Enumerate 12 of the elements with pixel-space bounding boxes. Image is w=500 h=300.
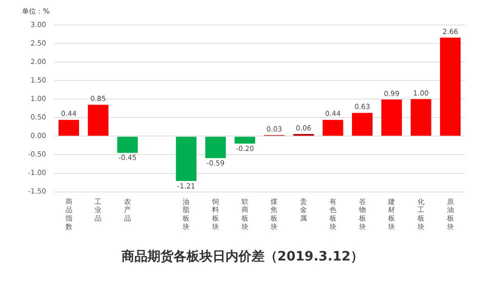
bar xyxy=(381,100,402,136)
bar xyxy=(58,120,80,136)
bar xyxy=(176,136,196,182)
bar xyxy=(234,136,256,144)
text: 商品期货各板块日内价差（2019.3.12） xyxy=(120,248,364,265)
bar xyxy=(322,120,344,136)
bar xyxy=(410,99,432,136)
bar xyxy=(440,38,461,136)
bar xyxy=(205,136,226,158)
bar xyxy=(117,136,138,153)
bar xyxy=(352,112,373,136)
bar xyxy=(88,104,108,136)
